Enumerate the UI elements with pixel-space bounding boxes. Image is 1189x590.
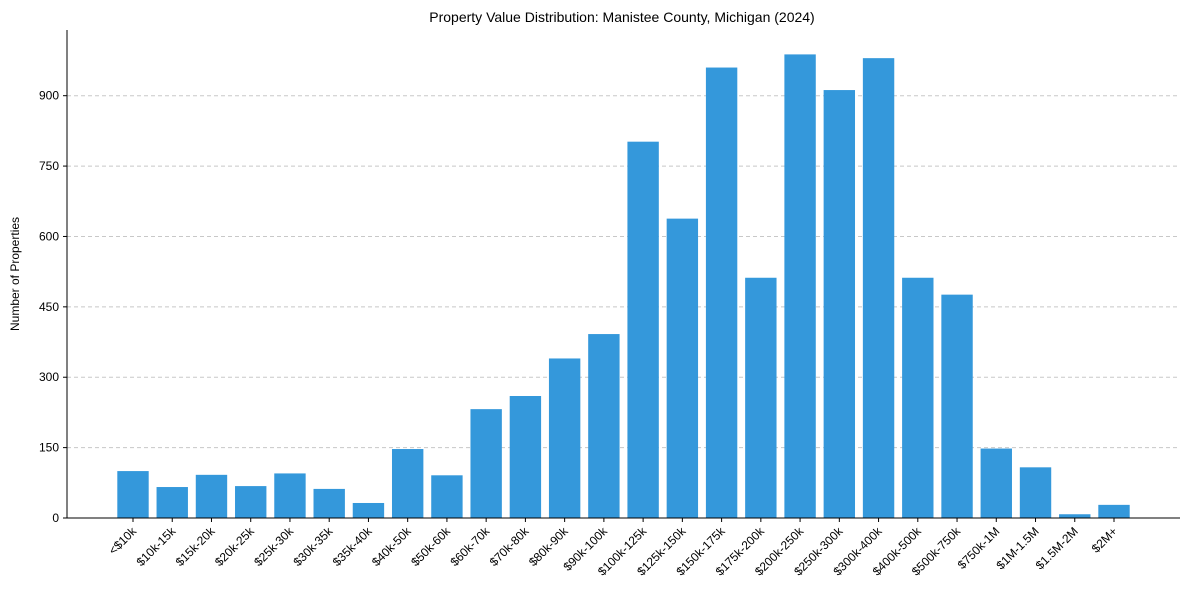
x-tick-label-2: $15k-20k <box>173 524 219 570</box>
y-tick-label-6: 900 <box>39 89 59 103</box>
y-tick-label-2: 300 <box>39 370 59 384</box>
bar-25 <box>1098 504 1130 518</box>
bar-21 <box>941 294 973 518</box>
bar-15 <box>705 67 738 519</box>
x-tick-label-1: $10k-15k <box>134 524 180 570</box>
bar-1 <box>156 487 188 518</box>
x-tick-label-4: $25k-30k <box>251 524 297 570</box>
bar-6 <box>352 502 385 518</box>
bars <box>117 54 1130 519</box>
y-axis-label: Number of Properties <box>8 217 22 331</box>
bar-10 <box>509 396 542 518</box>
bar-3 <box>235 486 267 518</box>
x-tick-label-6: $35k-40k <box>330 524 376 570</box>
x-tick-label-5: $30k-35k <box>291 524 337 570</box>
x-tick-label-24: $1.5M-2M <box>1033 524 1081 572</box>
bar-24 <box>1059 514 1091 518</box>
x-tick-label-7: $40k-50k <box>369 524 415 570</box>
bar-20 <box>902 277 934 518</box>
chart-title: Property Value Distribution: Manistee Co… <box>429 9 814 25</box>
bar-5 <box>313 488 345 518</box>
x-tick-label-0: <$10k <box>106 524 140 558</box>
x-tick-label-9: $60k-70k <box>447 524 493 570</box>
bar-7 <box>391 449 424 518</box>
bar-0 <box>117 471 149 518</box>
x-tick-label-10: $70k-80k <box>487 524 533 570</box>
x-tick-label-25: $2M+ <box>1089 524 1120 555</box>
bar-17 <box>784 54 816 519</box>
y-tick-label-4: 600 <box>39 229 59 243</box>
y-tick-label-3: 450 <box>39 300 59 314</box>
bar-2 <box>195 474 228 518</box>
bar-13 <box>627 141 659 518</box>
x-tick-label-8: $50k-60k <box>408 524 454 570</box>
gridlines <box>67 95 1180 449</box>
bar-18 <box>823 90 856 519</box>
bar-14 <box>666 218 699 518</box>
y-tick-label-0: 0 <box>52 511 59 525</box>
bar-8 <box>431 475 463 518</box>
bar-22 <box>980 448 1012 518</box>
bar-12 <box>588 334 620 518</box>
bar-16 <box>745 277 777 518</box>
y-tick-label-5: 750 <box>39 159 59 173</box>
bar-4 <box>274 473 306 518</box>
y-tick-label-1: 150 <box>39 441 59 455</box>
bar-23 <box>1019 467 1052 518</box>
bar-19 <box>862 58 895 519</box>
x-tick-label-3: $20k-25k <box>212 524 258 570</box>
bar-11 <box>548 358 581 518</box>
bar-9 <box>470 409 502 518</box>
